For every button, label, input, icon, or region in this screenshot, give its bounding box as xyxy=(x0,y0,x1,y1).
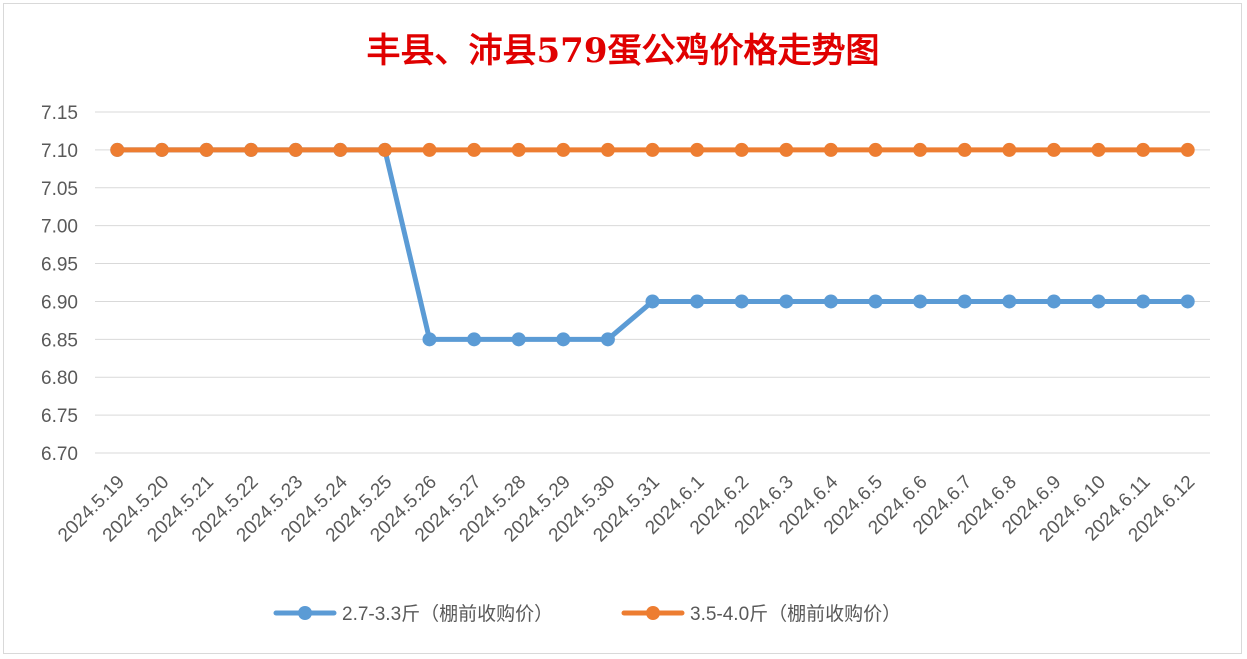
data-point xyxy=(823,294,838,309)
data-point xyxy=(556,332,571,347)
data-point xyxy=(913,142,928,157)
data-point xyxy=(467,332,482,347)
data-point xyxy=(600,142,615,157)
legend-label: 2.7-3.3斤（棚前收购价） xyxy=(342,603,553,625)
data-point xyxy=(734,142,749,157)
data-point xyxy=(645,294,660,309)
legend-label: 3.5-4.0斤（棚前收购价） xyxy=(690,603,901,625)
y-tick-label: 6.95 xyxy=(41,255,78,276)
data-point xyxy=(868,294,883,309)
data-point xyxy=(734,294,749,309)
data-point xyxy=(645,142,660,157)
y-tick-label: 6.90 xyxy=(41,292,78,313)
data-point xyxy=(511,332,526,347)
data-point xyxy=(1136,294,1151,309)
data-point xyxy=(467,142,482,157)
y-tick-label: 7.00 xyxy=(41,217,78,238)
data-point xyxy=(779,294,794,309)
data-point xyxy=(957,294,972,309)
data-point xyxy=(154,142,169,157)
data-point xyxy=(556,142,571,157)
data-point xyxy=(1002,294,1017,309)
data-point xyxy=(377,142,392,157)
data-point xyxy=(1091,142,1106,157)
data-point xyxy=(913,294,928,309)
legend-marker xyxy=(646,606,660,620)
data-point xyxy=(600,332,615,347)
data-point xyxy=(690,294,705,309)
data-point xyxy=(823,142,838,157)
chart-title: 丰县、沛县579蛋公鸡价格走势图 xyxy=(367,31,880,71)
data-point xyxy=(333,142,348,157)
y-tick-label: 6.75 xyxy=(41,406,78,427)
data-point xyxy=(110,142,125,157)
data-point xyxy=(957,142,972,157)
y-tick-label: 6.85 xyxy=(41,330,78,351)
data-point xyxy=(1136,142,1151,157)
y-tick-label: 6.70 xyxy=(41,444,78,465)
data-point xyxy=(779,142,794,157)
series-2 xyxy=(110,142,1195,157)
data-point xyxy=(1180,294,1195,309)
data-point xyxy=(1002,142,1017,157)
data-point xyxy=(1180,142,1195,157)
data-point xyxy=(511,142,526,157)
y-tick-label: 6.80 xyxy=(41,368,78,389)
y-tick-label: 7.10 xyxy=(41,141,78,162)
legend-item-1: 2.7-3.3斤（棚前收购价） xyxy=(273,603,553,625)
data-point xyxy=(1046,294,1061,309)
data-point xyxy=(868,142,883,157)
data-point xyxy=(199,142,214,157)
data-point xyxy=(690,142,705,157)
data-point xyxy=(244,142,259,157)
data-point xyxy=(422,142,437,157)
series-1 xyxy=(110,142,1195,347)
legend-marker xyxy=(298,606,312,620)
data-point xyxy=(288,142,303,157)
series-line xyxy=(114,147,1191,342)
data-point xyxy=(422,332,437,347)
legend-item-2: 3.5-4.0斤（棚前收购价） xyxy=(621,603,901,625)
y-tick-label: 7.05 xyxy=(41,179,78,200)
data-point xyxy=(1046,142,1061,157)
y-tick-label: 7.15 xyxy=(41,103,78,124)
data-point xyxy=(1091,294,1106,309)
